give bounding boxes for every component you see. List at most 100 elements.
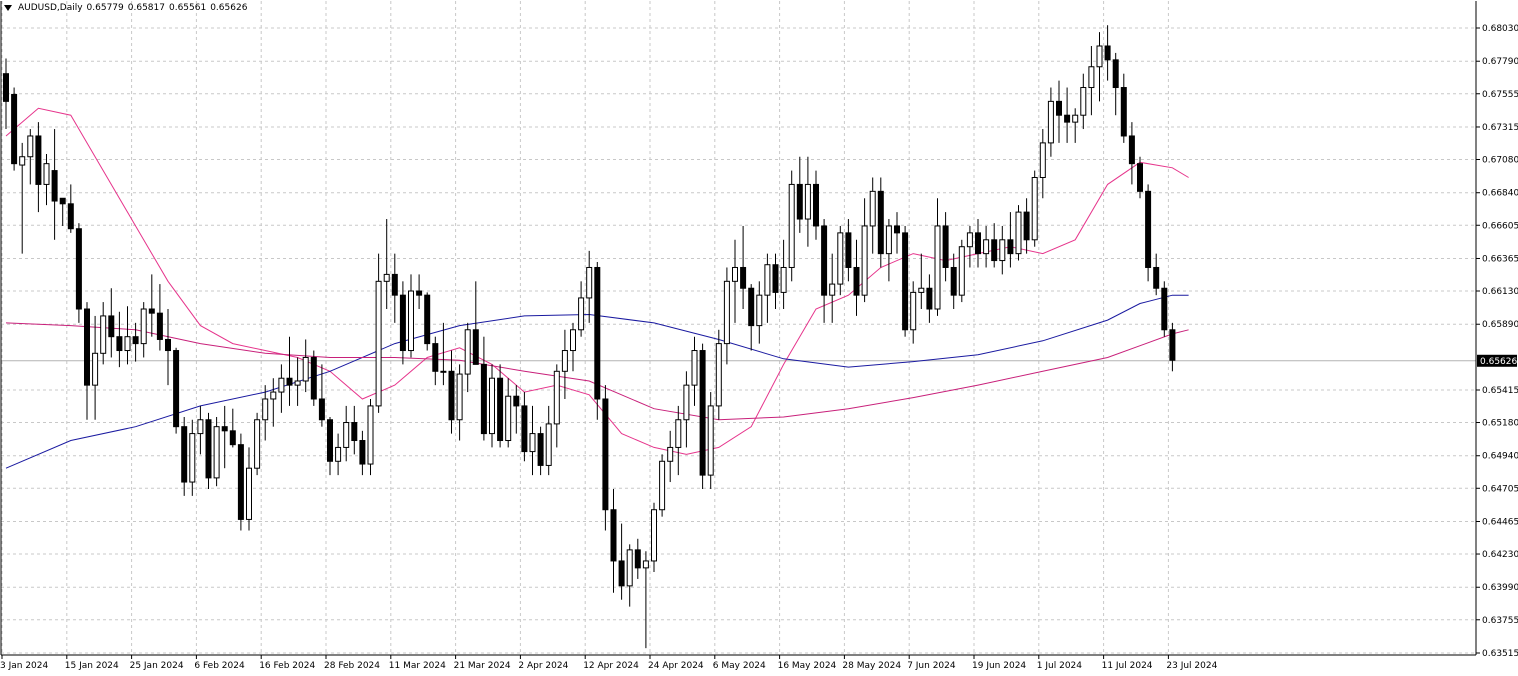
candle-body-bear bbox=[416, 290, 423, 296]
candle bbox=[464, 322, 471, 393]
x-tick-label: 28 May 2024 bbox=[842, 661, 901, 671]
candle-body-bull bbox=[983, 239, 990, 255]
candle bbox=[27, 129, 34, 185]
candle bbox=[399, 281, 406, 365]
candle bbox=[651, 502, 657, 573]
y-tick-label: 0.63515 bbox=[1482, 649, 1518, 659]
candle-body-bull bbox=[578, 297, 585, 331]
x-tick-label: 24 Apr 2024 bbox=[648, 661, 704, 671]
candle-body-bear bbox=[902, 232, 909, 331]
candle bbox=[1015, 205, 1022, 261]
candle bbox=[764, 253, 771, 323]
candle bbox=[278, 364, 285, 413]
candle bbox=[594, 261, 601, 420]
candle-body-bear bbox=[327, 419, 333, 462]
x-tick-label: 21 Mar 2024 bbox=[454, 661, 511, 671]
candle bbox=[618, 523, 625, 600]
candle-body-bull bbox=[343, 422, 350, 448]
candle bbox=[723, 267, 730, 365]
candle-body-bull bbox=[375, 280, 382, 407]
candle bbox=[626, 544, 633, 607]
candle-body-bull bbox=[254, 419, 261, 469]
candle bbox=[788, 170, 795, 282]
candle bbox=[732, 239, 738, 323]
candle bbox=[456, 364, 463, 441]
candle-body-bear bbox=[594, 266, 601, 400]
candle-body-bull bbox=[1015, 211, 1022, 255]
candle bbox=[335, 433, 342, 476]
y-tick-label: 0.64705 bbox=[1482, 484, 1518, 494]
y-tick-label: 0.67080 bbox=[1482, 156, 1518, 166]
y-tick-label: 0.65415 bbox=[1482, 386, 1518, 396]
candle bbox=[829, 253, 836, 323]
x-tick-label: 15 Jan 2024 bbox=[65, 661, 119, 671]
candle-body-bull bbox=[189, 433, 196, 483]
candle-body-bull bbox=[1039, 142, 1046, 179]
candle bbox=[634, 538, 641, 579]
candle-body-bear bbox=[472, 329, 479, 365]
x-tick-label: 1 Jul 2024 bbox=[1037, 661, 1082, 671]
candle-body-bull bbox=[683, 384, 690, 421]
candle-body-bear bbox=[359, 440, 366, 465]
candle bbox=[513, 385, 520, 434]
candle-body-bear bbox=[772, 264, 779, 293]
candle-body-bull bbox=[545, 423, 552, 466]
candle bbox=[772, 253, 779, 310]
candle-body-bull bbox=[1047, 100, 1054, 144]
candle bbox=[1056, 80, 1062, 143]
candle-body-bear bbox=[480, 363, 487, 435]
candle-body-bear bbox=[821, 225, 828, 296]
candle-body-bull bbox=[999, 239, 1006, 262]
candle bbox=[780, 239, 787, 310]
candle bbox=[999, 225, 1006, 275]
candle-body-bull bbox=[335, 446, 342, 462]
high-value: 0.65817 bbox=[127, 3, 165, 13]
candle-body-bear bbox=[132, 336, 139, 345]
candle-body-bull bbox=[529, 433, 536, 453]
candle bbox=[683, 371, 690, 448]
candle-body-bear bbox=[424, 294, 431, 345]
candle bbox=[43, 153, 50, 206]
candle bbox=[302, 339, 309, 393]
candle-body-bear bbox=[1120, 87, 1127, 137]
candle bbox=[691, 336, 698, 406]
candle bbox=[707, 392, 714, 489]
candle-body-bear bbox=[181, 426, 188, 483]
x-tick-label: 16 May 2024 bbox=[778, 661, 837, 671]
y-tick-label: 0.64465 bbox=[1482, 517, 1518, 527]
candle-body-bull bbox=[861, 225, 868, 296]
y-tick-label: 0.66130 bbox=[1482, 287, 1518, 297]
candle-body-bear bbox=[634, 549, 641, 569]
candle-body-bull bbox=[829, 283, 836, 296]
candle bbox=[254, 412, 261, 476]
candle-body-bear bbox=[1104, 45, 1111, 61]
candle-body-bear bbox=[3, 73, 9, 102]
candle bbox=[586, 250, 593, 323]
candle-body-bull bbox=[464, 329, 471, 375]
candle-body-bull bbox=[732, 266, 738, 282]
candle-body-bull bbox=[124, 336, 131, 352]
candle-body-bear bbox=[1145, 190, 1152, 268]
candle-body-bear bbox=[156, 312, 163, 340]
collapse-triangle-icon[interactable] bbox=[4, 5, 12, 11]
candle bbox=[310, 350, 317, 406]
candle bbox=[148, 274, 155, 337]
candle bbox=[270, 378, 277, 427]
candle bbox=[1096, 32, 1103, 102]
low-value: 0.65561 bbox=[168, 3, 207, 13]
candle bbox=[667, 430, 674, 483]
candle-body-bull bbox=[659, 460, 666, 511]
candle-body-bull bbox=[213, 426, 220, 479]
candle-body-bull bbox=[667, 446, 674, 462]
candle bbox=[853, 239, 860, 316]
candle-body-bear bbox=[497, 377, 504, 442]
candle-body-bear bbox=[877, 190, 884, 255]
candle bbox=[894, 212, 900, 254]
candle-body-bear bbox=[84, 308, 90, 386]
candle bbox=[529, 405, 536, 476]
candle-body-bull bbox=[561, 350, 568, 372]
y-tick-label: 0.67790 bbox=[1482, 57, 1518, 67]
candle bbox=[383, 219, 390, 310]
